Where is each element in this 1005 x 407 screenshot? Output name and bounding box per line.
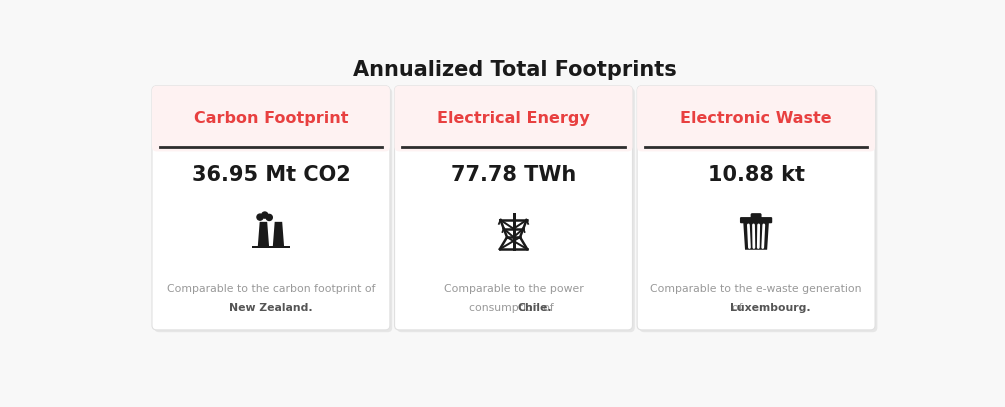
Text: Luxembourg.: Luxembourg. [730,303,810,313]
Text: Electrical Energy: Electrical Energy [437,111,590,126]
FancyBboxPatch shape [152,86,390,151]
Bar [157,121,385,147]
FancyBboxPatch shape [751,213,762,220]
Text: Comparable to the power: Comparable to the power [443,284,583,294]
Text: New Zealand.: New Zealand. [229,303,313,313]
Circle shape [266,214,272,221]
Text: Carbon Footprint: Carbon Footprint [194,111,348,126]
Circle shape [261,212,268,218]
Text: Chile.: Chile. [518,303,553,313]
FancyBboxPatch shape [637,86,875,151]
Text: 36.95 Mt CO2: 36.95 Mt CO2 [192,165,351,185]
Bar [252,246,289,248]
Bar [399,121,628,147]
Text: of: of [732,303,746,313]
Text: 10.88 kt: 10.88 kt [708,165,805,185]
Text: Comparable to the e-waste generation: Comparable to the e-waste generation [650,284,862,294]
FancyBboxPatch shape [395,86,632,330]
Polygon shape [258,222,269,246]
FancyBboxPatch shape [155,88,392,332]
Text: consumption of: consumption of [469,303,558,313]
Text: 77.78 TWh: 77.78 TWh [451,165,576,185]
FancyBboxPatch shape [395,86,632,151]
Polygon shape [272,222,284,246]
Circle shape [257,214,263,220]
FancyBboxPatch shape [637,86,875,330]
FancyBboxPatch shape [639,88,877,332]
FancyBboxPatch shape [152,86,390,330]
Polygon shape [744,222,769,250]
FancyBboxPatch shape [740,217,772,223]
Text: Annualized Total Footprints: Annualized Total Footprints [353,59,676,80]
Bar [642,121,870,147]
Text: Comparable to the carbon footprint of: Comparable to the carbon footprint of [167,284,375,294]
FancyBboxPatch shape [397,88,635,332]
Text: Electronic Waste: Electronic Waste [680,111,832,126]
